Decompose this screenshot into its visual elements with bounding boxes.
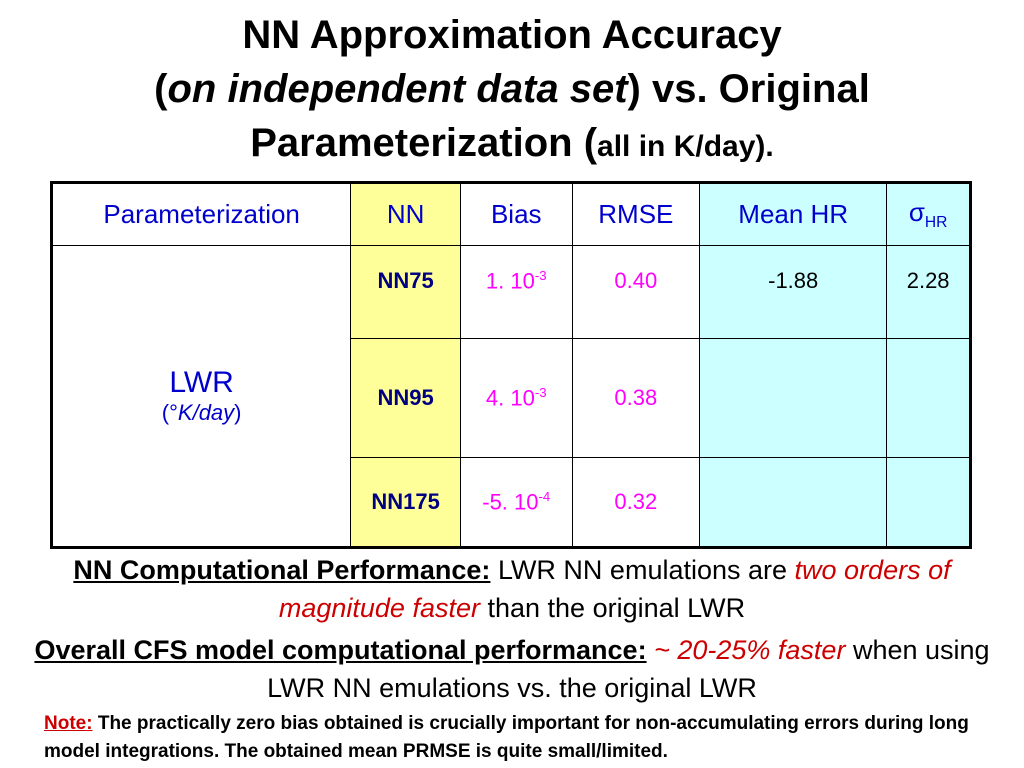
nn-cell: NN75 (350, 245, 461, 339)
header-row: Parameterization NN Bias RMSE Mean HR σH… (50, 182, 971, 246)
sigma-hr-cell (886, 457, 971, 548)
perf2-text: when using LWR NN emulations vs. the ori… (267, 635, 990, 703)
title-main: Parameterization ( (250, 121, 598, 165)
note-label: Note: (44, 713, 93, 734)
note-text: The practically zero bias obtained is cr… (44, 713, 969, 762)
perf1-label: NN Computational Performance: (73, 555, 491, 585)
table-row: NN175 -5. 10-4 0.32 (52, 457, 971, 548)
sigma-symbol: σ (908, 196, 925, 227)
title-line-2: (on independent data set) vs. Original (0, 62, 1024, 116)
header-rmse: RMSE (571, 182, 701, 246)
header-nn: NN (350, 182, 461, 246)
header-parameterization: Parameterization (50, 182, 352, 246)
perf2-label: Overall CFS model computational performa… (34, 635, 647, 665)
header-mean-hr: Mean HR (699, 182, 888, 246)
perf1-emphasis: two orders of magnitude faster (278, 555, 951, 623)
title-units: all in K/day). (597, 130, 774, 163)
computational-performance-paragraph: NN Computational Performance: LWR NN emu… (10, 551, 1014, 627)
bias-base: -5. 10 (482, 489, 539, 515)
cfs-performance-paragraph: Overall CFS model computational performa… (10, 631, 1014, 707)
bias-cell: -5. 10-4 (459, 457, 573, 548)
group-cell-lwr: LWR (°K/day) (50, 245, 352, 548)
bias-base: 4. 10 (485, 385, 535, 411)
bias-exponent: -3 (534, 268, 547, 283)
title-line-3: Parameterization (all in K/day). (0, 116, 1024, 174)
mean-hr-cell (699, 457, 888, 548)
title-rest: ) vs. Original (627, 67, 870, 111)
group-label: LWR (169, 366, 234, 399)
slide-title: NN Approximation Accuracy (on independen… (0, 8, 1024, 174)
sigma-hr-cell (886, 338, 971, 458)
unit-paren-close: ) (234, 400, 242, 425)
note-paragraph: Note: The practically zero bias obtained… (44, 710, 1014, 766)
accuracy-table: Parameterization NN Bias RMSE Mean HR σH… (50, 181, 972, 549)
rmse-cell: 0.32 (571, 457, 701, 548)
rmse-cell: 0.38 (571, 338, 701, 458)
mean-hr-cell: -1.88 (699, 245, 888, 339)
title-line-1: NN Approximation Accuracy (242, 13, 782, 57)
group-unit: (°K/day) (53, 400, 350, 426)
sigma-hr-cell: 2.28 (886, 245, 971, 339)
perf1-text2: than the original LWR (479, 593, 746, 623)
perf2-emphasis: ~ 20-25% faster (646, 635, 846, 665)
bias-cell: 4. 10-3 (459, 338, 573, 458)
header-sigma-hr: σHR (886, 182, 971, 246)
table-row: LWR (°K/day) NN75 1. 10-3 0.40 -1.88 2.2… (50, 245, 971, 548)
unit-kday: K/day (177, 400, 235, 425)
bias-cell: 1. 10-3 (459, 245, 573, 339)
sigma-subscript: HR (924, 214, 948, 232)
bias-exponent: -4 (538, 488, 551, 504)
title-paren-open: ( (154, 67, 168, 111)
bias-exponent: -3 (534, 384, 547, 400)
unit-degree: ° (169, 400, 178, 425)
perf1-text1: LWR NN emulations are (490, 555, 795, 585)
rmse-cell: 0.40 (571, 245, 701, 339)
table-row: NN95 4. 10-3 0.38 (52, 338, 971, 458)
bias-base: 1. 10 (485, 268, 535, 294)
header-bias: Bias (459, 182, 573, 246)
nn-cell: NN95 (350, 338, 461, 458)
nn-cell: NN175 (350, 457, 461, 548)
unit-paren-open: ( (161, 400, 170, 425)
mean-hr-cell (699, 338, 888, 458)
title-italic: on independent data set (167, 67, 628, 111)
